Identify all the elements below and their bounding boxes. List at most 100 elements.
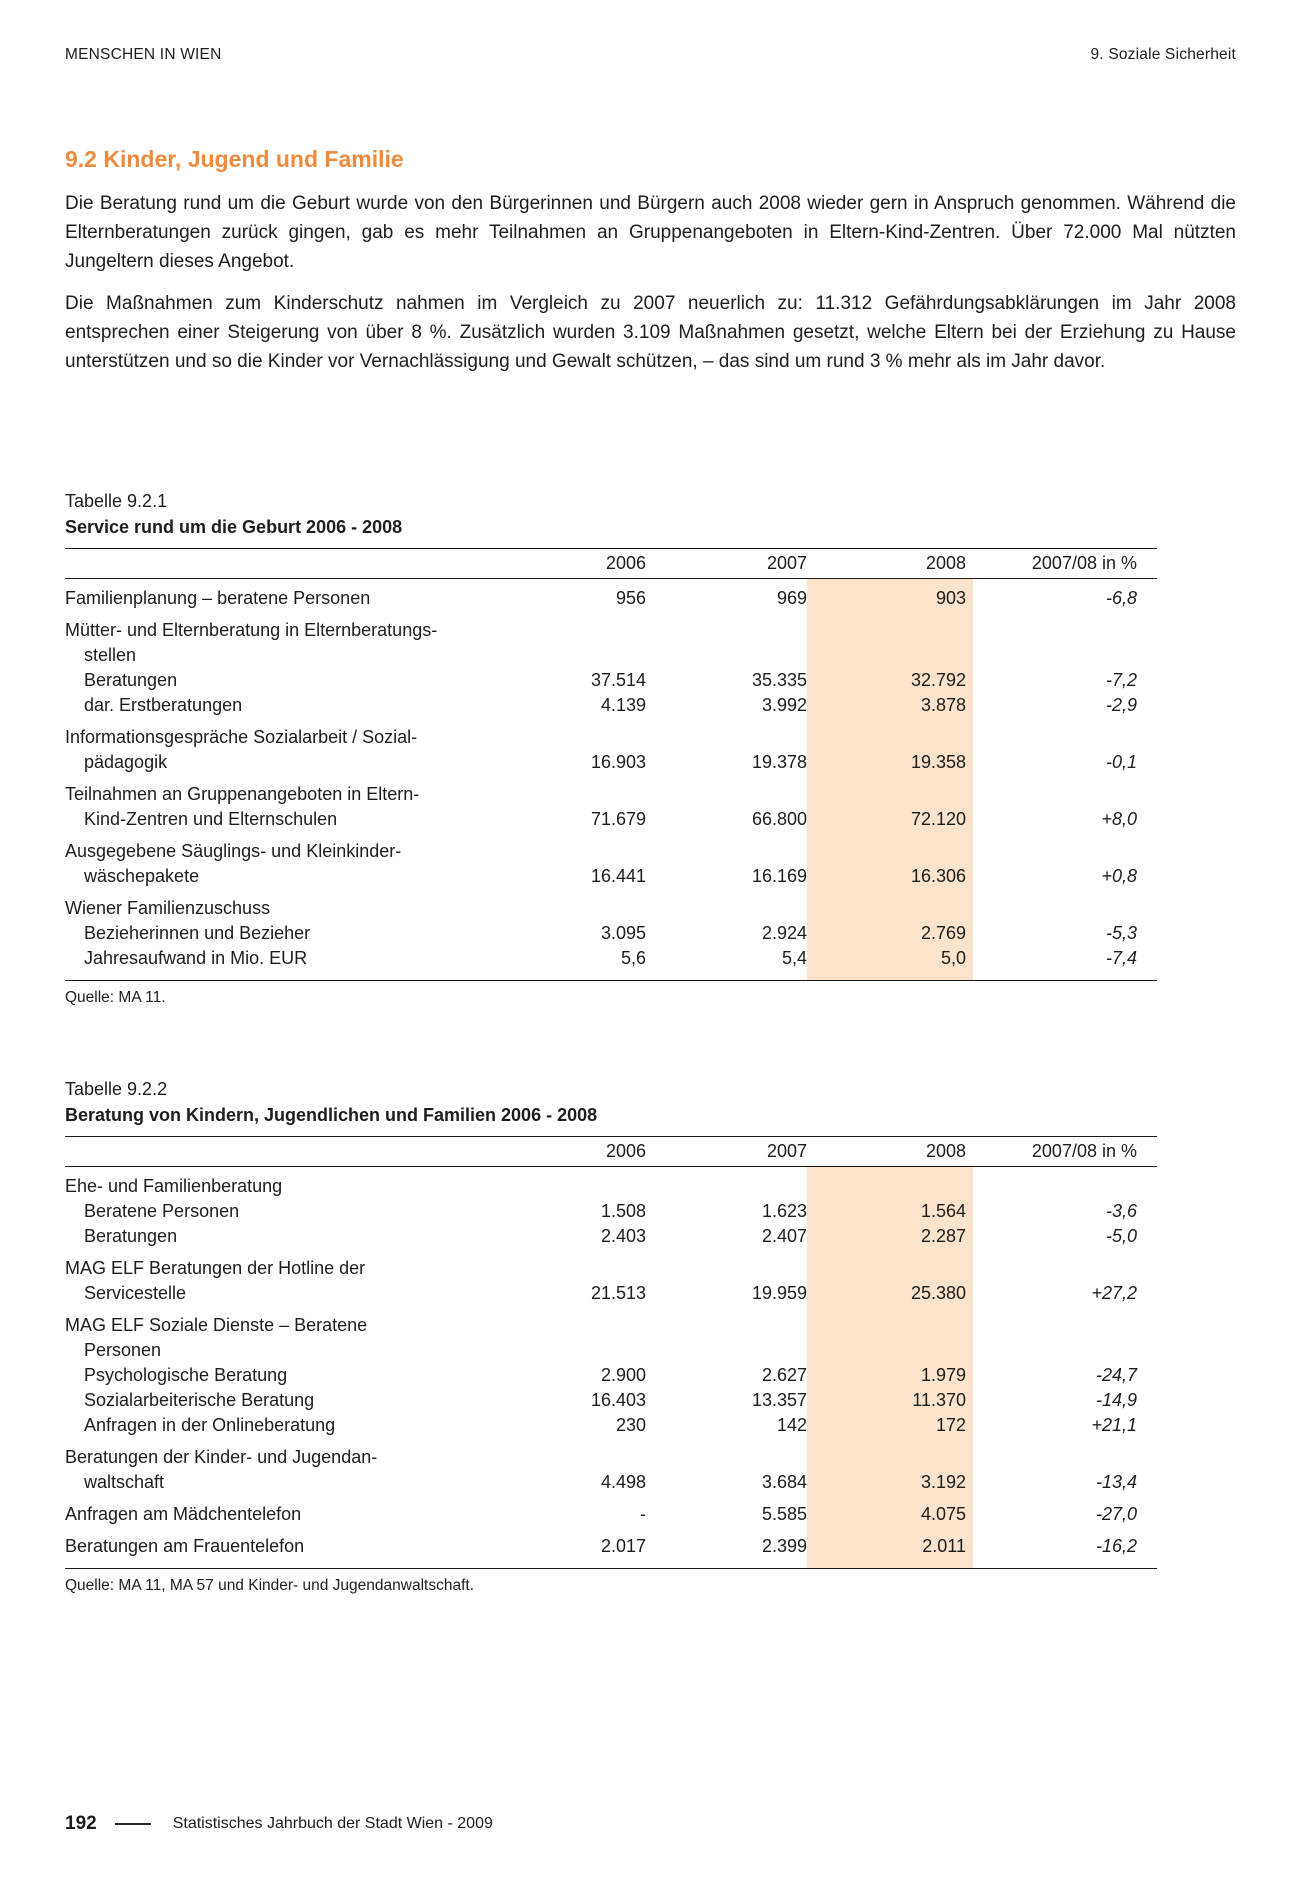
- row-label-line: Anfragen am Mädchentelefon: [65, 1504, 302, 1524]
- value-change-pct: -5,3: [1105, 923, 1137, 943]
- value-2007: 2.407: [761, 1226, 807, 1246]
- row-label-line: Beratungen am Frauentelefon: [65, 1536, 305, 1556]
- table-row: Beratene Personen 1.508 1.623 1.564 -3,6: [65, 1199, 1157, 1224]
- column-header-2008: 2008: [925, 553, 966, 573]
- row-label: Teilnahmen an Gruppenangeboten in Eltern…: [65, 782, 531, 832]
- value-2006: 37.514: [590, 670, 646, 690]
- table-row: Anfragen am Mädchentelefon - 5.585 4.075 -27…: [65, 1502, 1157, 1527]
- highlight-band-2008: [807, 1167, 973, 1568]
- value-2006: 230: [615, 1415, 646, 1435]
- value-2007: 3.684: [761, 1472, 807, 1492]
- column-header-2007: 2007: [766, 553, 807, 573]
- row-label: Beratene Personen: [65, 1199, 531, 1224]
- row-label-line: MAG ELF Soziale Dienste – Beratene: [65, 1315, 368, 1335]
- table-row: Jahresaufwand in Mio. EUR 5,6 5,4 5,0 -7,4: [65, 946, 1157, 971]
- value-2008: 19.358: [910, 752, 966, 772]
- value-2008: 3.878: [920, 695, 966, 715]
- page-number: 192: [65, 1813, 97, 1834]
- page-footer: 192 Statistisches Jahrbuch der Stadt Wie…: [65, 1813, 493, 1835]
- value-2007: 19.378: [751, 752, 807, 772]
- row-label: Sozialarbeiterische Beratung: [65, 1388, 531, 1413]
- value-2008: 2.769: [920, 923, 966, 943]
- row-label: Ausgegebene Säuglings- und Kleinkinder-w…: [65, 839, 531, 889]
- value-change-pct: -5,0: [1105, 1226, 1137, 1246]
- value-2006: 71.679: [590, 809, 646, 829]
- value-2008: 1.979: [920, 1365, 966, 1385]
- value-change-pct: +27,2: [1091, 1283, 1137, 1303]
- footer-title: Statistisches Jahrbuch der Stadt Wien - …: [172, 1815, 493, 1832]
- row-label: MAG ELF Soziale Dienste – Beratene Person…: [65, 1313, 531, 1363]
- value-2007: 1.623: [761, 1201, 807, 1221]
- value-change-pct: +8,0: [1101, 809, 1137, 829]
- value-change-pct: -24,7: [1095, 1365, 1137, 1385]
- row-label: Familienplanung – beratene Personen: [65, 586, 531, 611]
- row-label: Ehe- und Familienberatung: [65, 1174, 531, 1199]
- row-label-line: Sozialarbeiterische Beratung: [84, 1390, 315, 1410]
- row-label: Informationsgespräche Sozialarbeit / Soz…: [65, 725, 531, 775]
- table-row: Psychologische Beratung 2.900 2.627 1.979 -2…: [65, 1363, 1157, 1388]
- table-row: dar. Erstberatungen 4.139 3.992 3.878 -2,9: [65, 693, 1157, 718]
- column-header-2006: 2006: [605, 1141, 646, 1161]
- row-label: Jahresaufwand in Mio. EUR: [65, 946, 531, 971]
- table-row: Wiener Familienzuschuss: [65, 896, 1157, 921]
- value-2008: 2.011: [922, 1536, 966, 1556]
- column-header-2006: 2006: [605, 553, 646, 573]
- row-label: Psychologische Beratung: [65, 1363, 531, 1388]
- column-header-change-pct: 2007/08 in %: [1031, 1141, 1137, 1161]
- row-label-line: Ausgegebene Säuglings- und Kleinkinder-: [65, 841, 402, 861]
- value-2006: 16.403: [590, 1390, 646, 1410]
- paragraph-1: Die Beratung rund um die Geburt wurde vo…: [65, 193, 1236, 272]
- source-note: Quelle: MA 11, MA 57 und Kinder- und Jug…: [65, 1577, 474, 1594]
- table-row: Anfragen in der Onlineberatung 230 142 172 +…: [65, 1413, 1157, 1438]
- column-header-2008: 2008: [925, 1141, 966, 1161]
- running-head-right: 9. Soziale Sicherheit: [1090, 46, 1236, 63]
- value-change-pct: -6,8: [1105, 588, 1137, 608]
- highlight-band-2008: [807, 579, 973, 980]
- table-rows: Familienplanung – beratene Personen 956 96…: [65, 586, 1157, 971]
- table-row: Bezieherinnen und Bezieher 3.095 2.924 2.76…: [65, 921, 1157, 946]
- value-2007: 16.169: [751, 866, 807, 886]
- value-change-pct: -7,2: [1105, 670, 1137, 690]
- column-header-2007: 2007: [766, 1141, 807, 1161]
- table-9-2-2: Tabelle 9.2.2 Beratung von Kindern, Juge…: [65, 1076, 1157, 1595]
- value-2006: 16.441: [590, 866, 646, 886]
- value-change-pct: -13,4: [1095, 1472, 1137, 1492]
- row-label-line: Informationsgespräche Sozialarbeit / Soz…: [65, 727, 418, 747]
- value-2007: 5,4: [781, 948, 807, 968]
- row-label-line: Wiener Familienzuschuss: [65, 898, 271, 918]
- value-2008: 2.287: [920, 1226, 966, 1246]
- row-label-line: Jahresaufwand in Mio. EUR: [84, 948, 308, 968]
- row-label-line: Teilnahmen an Gruppenangeboten in Eltern…: [65, 784, 420, 804]
- paragraph-2: Die Maßnahmen zum Kinderschutz nahmen im…: [65, 293, 1236, 372]
- value-change-pct: -14,9: [1095, 1390, 1137, 1410]
- value-2006: 2.403: [600, 1226, 646, 1246]
- value-change-pct: -7,4: [1105, 948, 1137, 968]
- table-row: Beratungen 37.514 35.335 32.792 -7,2: [65, 668, 1157, 693]
- row-label-line: Personen: [84, 1340, 162, 1360]
- row-label: Beratungen am Frauentelefon: [65, 1534, 531, 1559]
- value-change-pct: +0,8: [1101, 866, 1137, 886]
- table-body: Familienplanung – beratene Personen 956 96…: [65, 579, 1157, 981]
- row-label-line: stellen: [84, 645, 137, 665]
- section-intro: 9.2 Kinder, Jugend und Familie Die Berat…: [65, 146, 1236, 389]
- row-label-line: Ehe- und Familienberatung: [65, 1176, 283, 1196]
- table-caption-title: Service rund um die Geburt 2006 - 2008: [65, 517, 403, 537]
- value-2006: 2.900: [600, 1365, 646, 1385]
- value-2006: 1.508: [600, 1201, 646, 1221]
- table-row: Informationsgespräche Sozialarbeit / Soz…: [65, 725, 1157, 775]
- table-row: MAG ELF Soziale Dienste – Beratene Person…: [65, 1313, 1157, 1363]
- value-2007: 142: [776, 1415, 807, 1435]
- value-2008: 32.792: [910, 670, 966, 690]
- row-label-line: pädagogik: [84, 752, 168, 772]
- value-2008: 1.564: [920, 1201, 966, 1221]
- running-head: MENSCHEN IN WIEN 9. Soziale Sicherheit: [65, 46, 1236, 64]
- value-2007: 66.800: [751, 809, 807, 829]
- row-label: MAG ELF Beratungen der Hotline der Servic…: [65, 1256, 531, 1306]
- row-label: Beratungen der Kinder- und Jugendan-walt…: [65, 1445, 531, 1495]
- table-row: Beratungen 2.403 2.407 2.287 -5,0: [65, 1224, 1157, 1249]
- row-label: Bezieherinnen und Bezieher: [65, 921, 531, 946]
- row-label-line: Beratene Personen: [84, 1201, 240, 1221]
- value-2008: 903: [935, 588, 966, 608]
- row-label-line: Bezieherinnen und Bezieher: [84, 923, 311, 943]
